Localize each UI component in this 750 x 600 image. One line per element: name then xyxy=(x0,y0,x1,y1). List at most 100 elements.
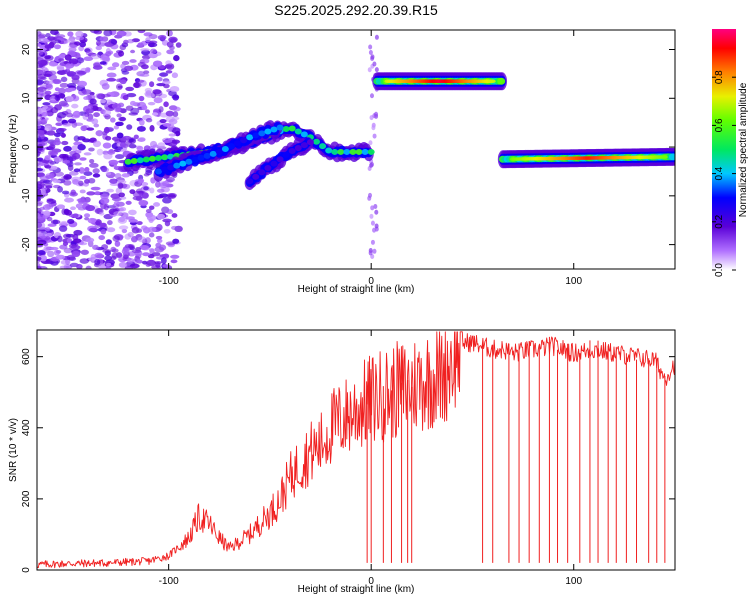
noise-blob xyxy=(129,59,137,63)
noise-blob xyxy=(92,65,103,70)
noise-blob xyxy=(157,142,165,148)
noise-blob xyxy=(43,245,51,251)
noise-blob xyxy=(164,64,173,69)
track-core xyxy=(264,128,272,135)
noise-blob xyxy=(368,140,373,146)
noise-blob xyxy=(52,78,62,85)
noise-blob xyxy=(138,95,145,102)
noise-blob xyxy=(79,157,87,161)
noise-blob xyxy=(145,37,151,43)
noise-blob xyxy=(40,118,48,123)
noise-blob xyxy=(37,129,45,137)
noise-blob xyxy=(42,105,48,110)
noise-blob xyxy=(59,265,70,269)
noise-blob xyxy=(40,188,46,196)
noise-blob xyxy=(128,244,135,249)
noise-blob xyxy=(367,67,372,73)
noise-blob xyxy=(42,204,51,211)
noise-blob xyxy=(140,48,150,52)
noise-blob xyxy=(110,39,117,45)
colorbar: 0.0 0.2 0.4 0.6 0.8 Normalized spectral ampl… xyxy=(712,29,749,277)
noise-blob xyxy=(157,77,163,82)
track-core xyxy=(246,134,254,141)
noise-blob xyxy=(107,66,117,71)
noise-blob xyxy=(370,54,375,60)
noise-blob xyxy=(88,177,96,184)
noise-blob xyxy=(172,94,180,101)
noise-blob xyxy=(148,33,158,40)
noise-blob xyxy=(124,65,134,71)
track-core xyxy=(349,148,357,155)
noise-blob xyxy=(44,125,52,131)
noise-blob xyxy=(83,171,93,176)
noise-blob xyxy=(171,72,179,79)
noise-blob xyxy=(37,168,44,172)
noise-blob xyxy=(50,165,58,170)
noise-blob xyxy=(40,69,46,75)
noise-blob xyxy=(169,85,180,93)
noise-blob xyxy=(121,228,128,234)
noise-blob xyxy=(141,54,151,60)
noise-blob xyxy=(116,30,127,37)
noise-blob xyxy=(37,86,47,93)
noise-blob xyxy=(143,186,149,191)
noise-blob xyxy=(369,161,374,167)
noise-blob xyxy=(37,197,41,202)
noise-blob xyxy=(106,77,117,82)
noise-blob xyxy=(370,220,375,226)
noise-blob xyxy=(47,250,55,258)
noise-blob xyxy=(84,178,90,184)
noise-blob xyxy=(133,134,139,140)
track-core xyxy=(264,165,272,172)
noise-blob xyxy=(136,259,143,264)
noise-blob xyxy=(83,213,91,218)
noise-blob xyxy=(37,161,42,166)
noise-blob xyxy=(107,149,116,155)
track-core xyxy=(282,151,290,158)
colorbar-label: Normalized spectral amplitude xyxy=(738,82,749,217)
noise-blob xyxy=(108,159,119,166)
noise-blob xyxy=(370,239,375,245)
noise-blob xyxy=(105,135,112,141)
noise-blob xyxy=(37,59,48,66)
y-tick-label: 600 xyxy=(21,348,32,365)
noise-blob xyxy=(44,155,51,161)
noise-blob xyxy=(162,253,170,259)
track-core xyxy=(497,77,506,85)
x-tick-label: 100 xyxy=(565,276,582,287)
noise-blob xyxy=(37,79,44,85)
y-tick-label: 400 xyxy=(21,419,32,436)
noise-blob xyxy=(89,162,99,168)
track-core xyxy=(258,130,266,137)
noise-blob xyxy=(146,214,157,222)
snr-dropouts xyxy=(366,336,666,563)
track-core xyxy=(325,147,333,154)
noise-blob xyxy=(44,55,51,60)
noise-blob xyxy=(118,116,126,122)
noise-blob xyxy=(78,242,88,246)
noise-blob xyxy=(159,118,167,124)
noise-blob xyxy=(121,70,130,75)
track-core xyxy=(288,125,296,132)
noise-blob xyxy=(158,106,164,113)
noise-blob xyxy=(155,235,163,240)
noise-blob xyxy=(64,54,72,61)
noise-blob xyxy=(37,265,42,269)
noise-blob xyxy=(68,243,78,249)
noise-blob xyxy=(115,121,124,127)
noise-blob xyxy=(121,248,130,255)
track-core xyxy=(179,160,187,167)
y-tick-label: 0 xyxy=(21,144,32,150)
y-tick-label: -10 xyxy=(21,188,32,203)
noise-blob xyxy=(372,61,377,67)
noise-blob xyxy=(115,187,123,195)
noise-blob xyxy=(85,265,92,269)
y-tick-label: 20 xyxy=(21,44,32,56)
noise-blob xyxy=(37,202,43,207)
track-hot xyxy=(489,79,496,84)
noise-blob xyxy=(61,190,70,195)
track-core xyxy=(331,148,339,155)
track-upper-band xyxy=(372,72,508,91)
noise-blob xyxy=(58,100,68,107)
noise-blob xyxy=(369,213,374,219)
